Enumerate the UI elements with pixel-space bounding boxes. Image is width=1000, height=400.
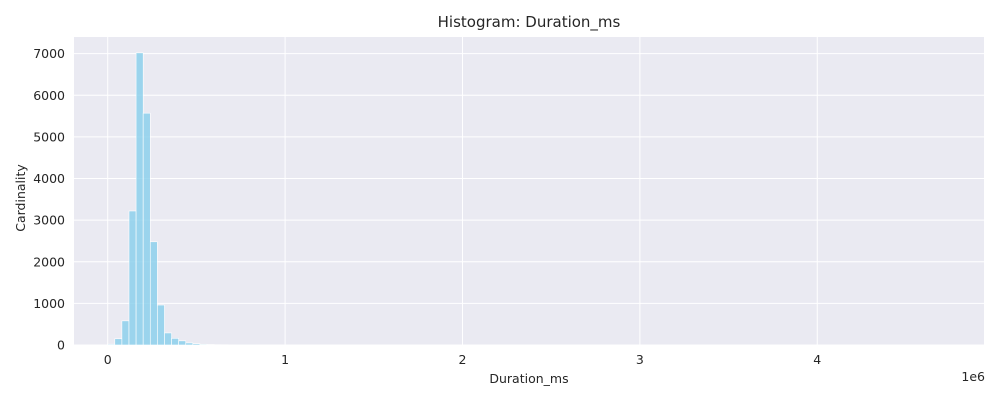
y-axis-label: Cardinality <box>13 164 28 232</box>
x-axis-label: Duration_ms <box>489 371 568 386</box>
histogram-bar <box>164 332 172 346</box>
y-tick-label: 5000 <box>33 129 65 144</box>
y-tick-label: 7000 <box>33 46 65 61</box>
histogram-bar <box>107 343 116 346</box>
y-tick-label: 4000 <box>33 171 65 186</box>
y-tick-labels: 0 1000 2000 3000 4000 5000 6000 7000 <box>33 46 65 352</box>
histogram-bars <box>107 52 286 346</box>
histogram-bar <box>157 304 165 346</box>
histogram-bar <box>199 343 208 346</box>
y-tick-label: 2000 <box>33 254 65 269</box>
x-axis-offset-label: 1e6 <box>961 369 985 384</box>
y-tick-label: 1000 <box>33 296 65 311</box>
histogram-bar <box>114 338 123 346</box>
chart-title: Histogram: Duration_ms <box>438 13 621 32</box>
histogram-bar <box>135 52 144 346</box>
histogram-bar <box>142 112 151 346</box>
y-tick-label: 3000 <box>33 213 65 228</box>
x-gridlines <box>107 37 818 345</box>
x-tick-label: 1 <box>281 352 289 367</box>
y-tick-label: 0 <box>57 338 65 353</box>
x-tick-label: 3 <box>636 352 644 367</box>
y-gridlines <box>74 53 984 346</box>
y-tick-label: 6000 <box>33 88 65 103</box>
x-tick-label: 4 <box>813 352 821 367</box>
x-tick-label: 0 <box>104 352 112 367</box>
x-tick-labels: 0 1 2 3 4 <box>104 352 822 367</box>
histogram-bar <box>178 340 187 346</box>
histogram-bar <box>185 342 194 346</box>
x-tick-label: 2 <box>459 352 467 367</box>
histogram-bar <box>171 338 179 346</box>
plot-area <box>74 37 984 345</box>
histogram-bar <box>128 210 137 346</box>
histogram-bar <box>149 241 158 346</box>
histogram-bar <box>121 320 130 346</box>
histogram-bar <box>192 343 201 346</box>
